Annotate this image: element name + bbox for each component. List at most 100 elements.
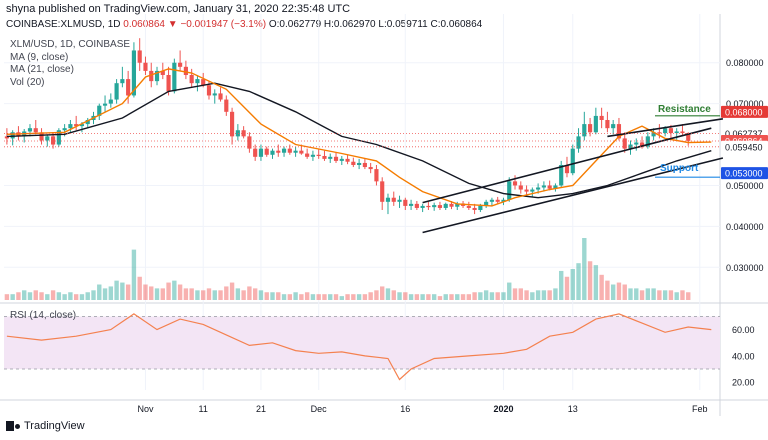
volume-bar xyxy=(247,286,252,300)
candle-body xyxy=(316,154,321,156)
candle-body xyxy=(472,207,477,210)
candle-body xyxy=(622,138,627,149)
rsi-legend: RSI (14, close) xyxy=(10,310,77,321)
volume-bar xyxy=(668,290,674,300)
candle-body xyxy=(559,165,564,186)
candle-body xyxy=(409,203,414,206)
candle-body xyxy=(686,133,691,141)
volume-bar xyxy=(85,292,90,300)
candle-body xyxy=(235,130,240,137)
candle-body xyxy=(385,197,391,202)
volume-bar xyxy=(345,294,350,300)
volume-bar xyxy=(183,288,189,300)
candle-body xyxy=(605,120,610,129)
candle-body xyxy=(178,62,183,67)
volume-bar xyxy=(252,288,258,300)
price-change: −0.001947 (−3.1%) xyxy=(180,19,267,30)
volume-bar xyxy=(582,238,587,300)
candle-body xyxy=(582,124,587,137)
volume-bar xyxy=(535,290,541,300)
volume-bar xyxy=(478,292,483,300)
volume-bar xyxy=(431,294,437,300)
volume-bar xyxy=(91,290,96,300)
volume-bar xyxy=(293,292,298,300)
volume-bar xyxy=(414,294,420,300)
candle-body xyxy=(299,150,304,154)
symbol-label: COINBASE:XLMUSD, 1D xyxy=(6,19,121,30)
candle-body xyxy=(322,156,327,159)
candle-body xyxy=(33,128,38,133)
volume-bar xyxy=(466,294,472,300)
volume-bar xyxy=(310,294,316,300)
candle-body xyxy=(414,203,419,208)
candle-body xyxy=(160,70,165,75)
volume-bar xyxy=(328,294,333,300)
candle-body xyxy=(149,70,154,82)
volume-bar xyxy=(662,290,668,300)
tradingview-logo[interactable]: TradingView xyxy=(6,420,85,432)
candle-body xyxy=(420,205,425,208)
last-price: 0.060864 xyxy=(123,19,165,30)
volume-bar xyxy=(189,288,194,300)
candle-body xyxy=(674,131,679,134)
candle-body xyxy=(611,124,616,129)
volume-bar xyxy=(518,288,523,300)
x-tick-label: 13 xyxy=(568,404,578,414)
volume-bar xyxy=(120,282,125,300)
candle-body xyxy=(172,62,177,92)
volume-bar xyxy=(639,290,645,300)
volume-bar xyxy=(622,284,627,300)
volume-bar xyxy=(628,288,633,300)
ohlc-bar: COINBASE:XLMUSD, 1D 0.060864 ▼ −0.001947… xyxy=(6,19,482,30)
volume-bar xyxy=(351,294,356,300)
volume-bar xyxy=(495,292,500,300)
rsi-pane xyxy=(4,313,720,381)
volume-bar xyxy=(39,292,44,300)
candle-body xyxy=(339,158,344,161)
volume-bar xyxy=(587,261,593,300)
candle-body xyxy=(293,150,298,153)
candle-body xyxy=(62,128,67,131)
candles xyxy=(4,38,691,215)
candle-body xyxy=(547,185,552,189)
price-label: 0.059450 xyxy=(725,142,763,152)
candle-body xyxy=(247,136,252,149)
legend-vol: Vol (20) xyxy=(10,76,45,88)
volume-bar xyxy=(177,284,183,300)
legend-symbol: XLM/USD, 1D, COINBASE xyxy=(10,39,131,50)
volume-bar xyxy=(420,294,425,300)
low-value: L:0.059711 xyxy=(378,19,428,30)
volume-bar xyxy=(530,292,535,300)
open-value: O:0.062779 xyxy=(268,19,322,30)
volume-bar xyxy=(62,294,67,300)
candle-body xyxy=(39,132,44,141)
candle-body xyxy=(478,205,483,210)
rsi-tick-label: 20.00 xyxy=(732,378,755,388)
legend-ma9: MA (9, close) xyxy=(10,51,69,63)
volume-bar xyxy=(391,290,396,300)
candle-body xyxy=(362,162,367,168)
candle-body xyxy=(276,150,281,153)
volume-bar xyxy=(195,290,200,300)
overlays: Resistance Support xyxy=(4,68,724,234)
price-label: 0.068000 xyxy=(725,107,763,117)
volume-bar xyxy=(45,294,50,300)
candle-body xyxy=(512,181,518,186)
channel-lower-line xyxy=(422,127,712,204)
volume-bar xyxy=(143,284,148,300)
volume-bar xyxy=(368,292,373,300)
candle-body xyxy=(432,205,437,208)
candle-body xyxy=(97,105,102,116)
volume-bar xyxy=(108,286,114,300)
candle-body xyxy=(345,158,350,162)
volume-bar xyxy=(172,280,177,300)
candle-body xyxy=(657,132,662,134)
volume-bar xyxy=(50,290,56,300)
candle-body xyxy=(564,165,570,174)
volume-bar xyxy=(489,292,495,300)
candle-body xyxy=(224,99,229,112)
candle-body xyxy=(143,62,148,71)
candle-body xyxy=(518,185,523,190)
candle-body xyxy=(599,115,604,120)
